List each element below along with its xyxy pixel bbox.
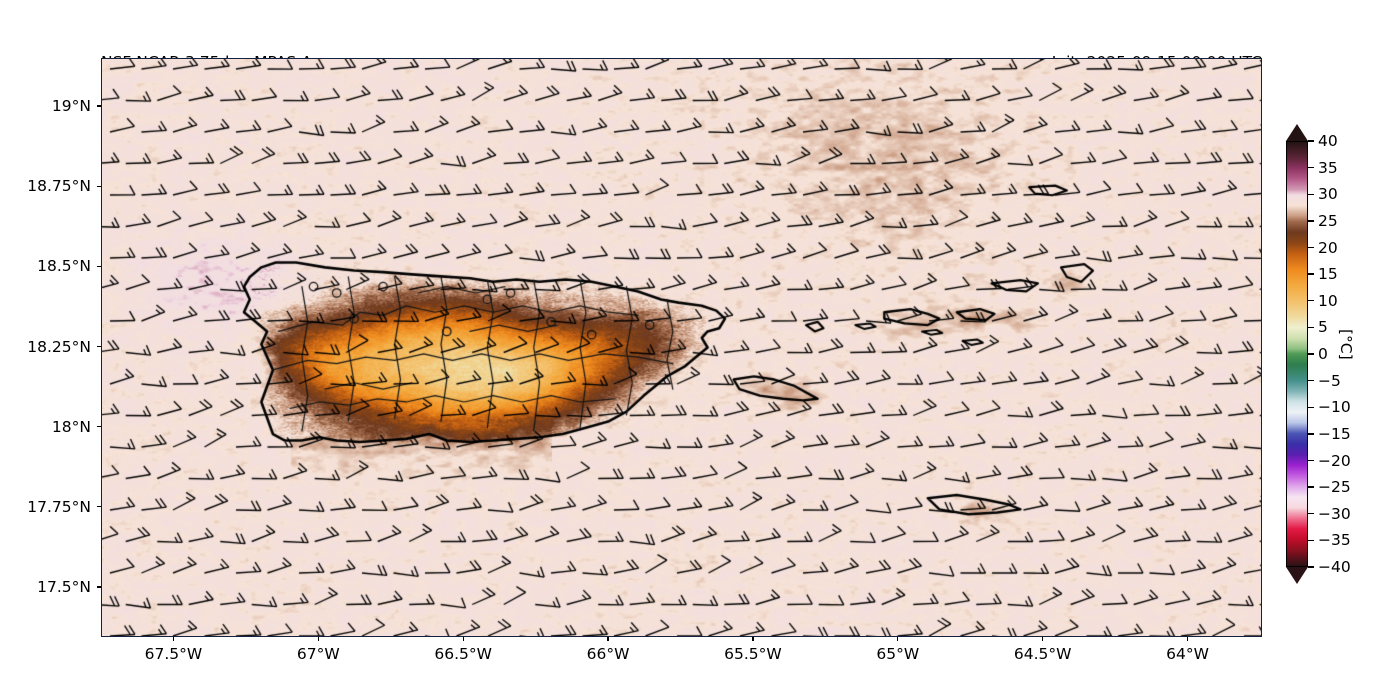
colorbar-tick-label: 30 [1318, 185, 1338, 204]
y-axis-tick-label: 17.75°N [27, 497, 91, 516]
colorbar-tick [1308, 406, 1314, 408]
y-axis-tick [97, 265, 101, 267]
y-axis-tick [97, 345, 101, 348]
x-axis-tick-label: 64°W [1166, 645, 1209, 663]
x-axis-tick [752, 637, 754, 641]
x-axis-tick [172, 637, 175, 641]
x-axis-tick-label: 66.5°W [434, 645, 492, 663]
colorbar-tick-label: −40 [1318, 558, 1351, 576]
colorbar-tick-label: −25 [1318, 478, 1351, 497]
colorbar-tick [1308, 140, 1314, 142]
y-axis-tick [97, 506, 101, 508]
y-axis-tick-label: 19°N [51, 97, 91, 116]
colorbar-tick [1308, 459, 1314, 462]
x-axis-tick-label: 64.5°W [1013, 645, 1072, 663]
colorbar-gradient [1287, 142, 1307, 566]
colorbar-tick-label: −30 [1318, 504, 1351, 523]
colorbar-tick [1308, 353, 1314, 355]
colorbar-tick-label: −15 [1318, 424, 1351, 443]
x-axis-tick [1186, 637, 1189, 641]
temperature-colorbar[interactable]: 40 35 30 25 20 15 10 5 0 −5 −10 −15 −20 −25 −30 −35 −40 [1286, 124, 1351, 584]
y-axis-tick-label: 18.25°N [27, 337, 91, 356]
colorbar-tick-label: 20 [1318, 238, 1338, 257]
colorbar-tick [1308, 486, 1314, 488]
colorbar-tick [1308, 273, 1314, 275]
colorbar-tick-label: −35 [1318, 531, 1351, 550]
colorbar-tick [1308, 246, 1314, 249]
y-axis-tick [97, 185, 101, 187]
x-axis-tick-label: 66°W [586, 645, 630, 663]
colorbar-tick [1308, 300, 1314, 302]
colorbar-over-arrow [1286, 124, 1308, 141]
colorbar-tick [1308, 539, 1314, 542]
colorbar-tick-label: −10 [1318, 398, 1351, 417]
y-axis-tick-label: 17.5°N [37, 577, 91, 596]
colorbar-tick [1308, 513, 1314, 515]
colorbar-tick-label: 25 [1318, 211, 1338, 230]
y-axis-tick [97, 586, 101, 588]
colorbar-tick-label: 5 [1318, 318, 1328, 337]
y-axis-tick-label: 18°N [51, 417, 91, 436]
x-axis-tick-label: 67°W [296, 645, 340, 663]
colorbar-tick [1308, 379, 1314, 382]
x-axis-tick [317, 637, 319, 641]
colorbar-tick-label: 0 [1318, 345, 1328, 363]
colorbar-tick-label: −5 [1318, 371, 1341, 390]
colorbar-under-arrow [1286, 567, 1308, 584]
colorbar-units-label: [°C] [1337, 329, 1355, 360]
colorbar-tick [1308, 326, 1314, 329]
colorbar-tick-label: −20 [1318, 451, 1351, 470]
colorbar-body [1286, 141, 1308, 567]
y-axis-tick-label: 18.5°N [37, 257, 91, 276]
colorbar-tick-label: 10 [1318, 291, 1338, 310]
x-axis-tick-label: 65.5°W [724, 645, 782, 663]
colorbar-tick-label: 35 [1318, 158, 1338, 177]
x-axis-tick-label: 65°W [876, 645, 920, 663]
y-axis-tick [97, 105, 101, 107]
colorbar-tick [1308, 220, 1314, 222]
map-plot-area[interactable] [101, 58, 1262, 637]
y-axis-tick [97, 426, 101, 428]
colorbar-tick-label: 15 [1318, 265, 1338, 284]
colorbar-tick [1308, 433, 1314, 435]
x-axis-tick-label: 67.5°W [144, 645, 203, 663]
x-axis-tick [1042, 637, 1044, 641]
colorbar-tick-label: 40 [1318, 132, 1338, 150]
colorbar-tick [1308, 566, 1314, 568]
x-axis-tick [462, 637, 464, 641]
colorbar-tick [1308, 193, 1314, 195]
wind-barb-layer [102, 59, 1261, 636]
x-axis-tick [607, 637, 609, 641]
y-axis-tick-label: 18.75°N [27, 177, 91, 196]
colorbar-tick [1308, 166, 1314, 169]
x-axis-tick [897, 637, 899, 641]
